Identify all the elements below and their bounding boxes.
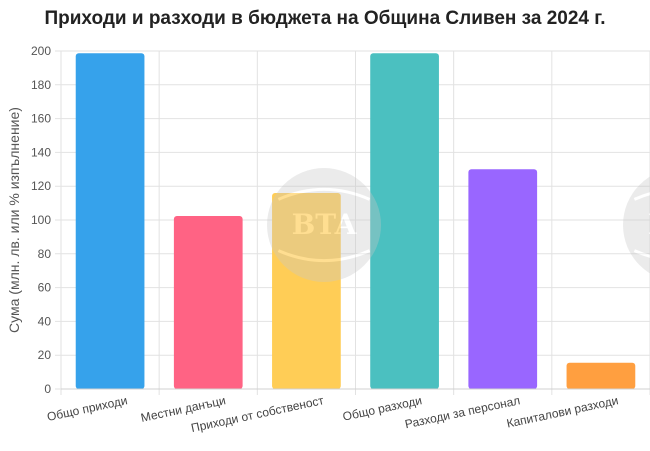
y-tick-label: 60 bbox=[38, 281, 52, 295]
y-tick-label: 20 bbox=[38, 348, 52, 362]
y-tick-label: 40 bbox=[38, 314, 52, 328]
x-tick-label: Капиталови разходи bbox=[505, 393, 619, 430]
watermark-logo-icon: BTA bbox=[267, 168, 381, 282]
y-tick-label: 160 bbox=[31, 112, 51, 126]
svg-text:BTA: BTA bbox=[292, 208, 358, 241]
y-tick-label: 80 bbox=[38, 247, 52, 261]
svg-text:BTA: BTA bbox=[648, 208, 650, 241]
watermark-logo-icon: BTA bbox=[623, 176, 650, 274]
bar[interactable] bbox=[173, 215, 243, 389]
bar[interactable] bbox=[272, 192, 341, 389]
bar[interactable] bbox=[566, 362, 636, 389]
bar[interactable] bbox=[370, 53, 439, 390]
x-tick-label: Общо приходи bbox=[46, 393, 129, 424]
bar[interactable] bbox=[75, 53, 145, 390]
y-tick-label: 200 bbox=[31, 44, 51, 58]
y-tick-label: 120 bbox=[31, 179, 51, 193]
y-tick-label: 180 bbox=[31, 78, 51, 92]
bar[interactable] bbox=[468, 169, 538, 389]
y-tick-label: 100 bbox=[31, 213, 51, 227]
y-tick-label: 140 bbox=[31, 145, 51, 159]
y-tick-label: 0 bbox=[44, 382, 51, 396]
chart-title: Приходи и разходи в бюджета на Община Сл… bbox=[44, 8, 606, 29]
